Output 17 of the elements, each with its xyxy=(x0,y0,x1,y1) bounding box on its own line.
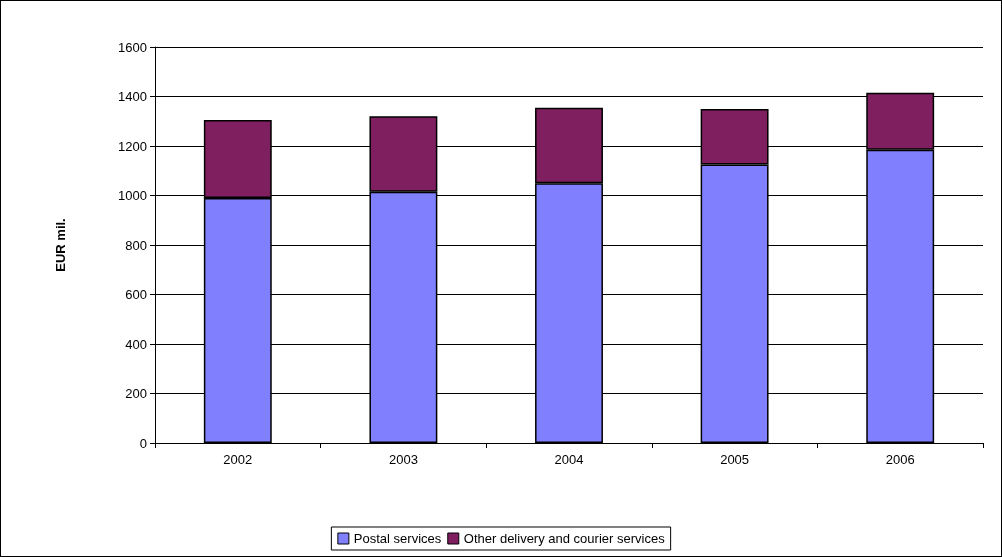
y-tick-label: 1400 xyxy=(118,89,147,104)
legend-label: Postal services xyxy=(353,531,442,546)
y-tick-label: 1600 xyxy=(118,39,147,55)
y-tick-label: 200 xyxy=(125,386,147,401)
x-tick-label: 2006 xyxy=(885,452,915,467)
x-tick-label: 2004 xyxy=(554,452,584,467)
x-tick-label: 2002 xyxy=(223,452,253,467)
y-tick-label: 600 xyxy=(125,287,147,302)
y-tick-label: 1200 xyxy=(118,138,147,154)
y-tick-label: 400 xyxy=(125,336,147,352)
x-tick-label: 2003 xyxy=(388,452,418,467)
y-axis-title: EUR mil. xyxy=(53,218,68,272)
y-tick-label: 800 xyxy=(125,237,147,253)
x-tick-label: 2005 xyxy=(720,452,750,467)
y-tick-label: 0 xyxy=(139,435,147,451)
legend-label: Other delivery and courier services xyxy=(463,531,666,546)
y-tick-label: 1000 xyxy=(118,188,147,203)
